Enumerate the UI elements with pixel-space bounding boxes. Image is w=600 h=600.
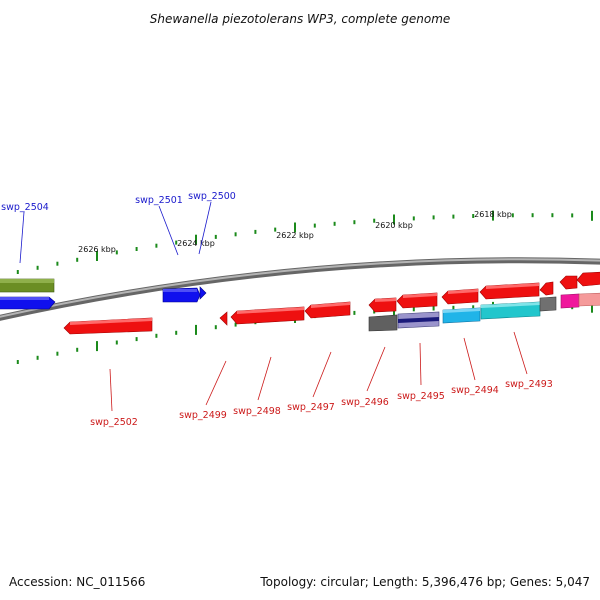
feature-swp-2492[interactable] — [559, 271, 600, 309]
leader-swp-2502 — [109, 368, 113, 412]
leader-swp-2504 — [19, 211, 25, 264]
leader-swp-2496 — [366, 346, 386, 392]
map-title: Shewanella piezotolerans WP3, complete g… — [150, 12, 451, 26]
gene-label-swp-2497[interactable]: swp_2497 — [287, 402, 335, 413]
gene-label-swp-2499[interactable]: swp_2499 — [179, 410, 227, 421]
gene-label-swp-2501[interactable]: swp_2501 — [135, 195, 183, 206]
gene-label-swp-2494[interactable]: swp_2494 — [451, 385, 499, 396]
kbp-label-2624: 2624 kbp — [177, 239, 215, 248]
leader-swp-2500 — [198, 201, 212, 255]
feature-swp-2504[interactable] — [0, 278, 55, 293]
feature-swp-2499[interactable] — [219, 311, 228, 326]
feature-swp-2498[interactable] — [230, 306, 305, 325]
outer-tick-track — [16, 210, 593, 274]
feature-swp-2493[interactable] — [479, 281, 557, 320]
gene-label-swp-2498[interactable]: swp_2498 — [233, 406, 281, 417]
gene-label-swp-2496[interactable]: swp_2496 — [341, 397, 389, 408]
feature-swp-2497[interactable] — [304, 301, 351, 319]
leader-swp-2501 — [158, 205, 179, 256]
leader-swp-2494 — [463, 337, 476, 381]
feature-swp-2495[interactable] — [396, 292, 440, 329]
leader-swp-2498 — [257, 356, 272, 401]
feature-swp-2496[interactable] — [368, 297, 398, 332]
gene-label-swp-2495[interactable]: swp_2495 — [397, 391, 445, 402]
gene-label-swp-2500[interactable]: swp_2500 — [188, 191, 236, 202]
feature-swp-2501[interactable] — [162, 287, 201, 303]
feature-swp-2503[interactable] — [0, 296, 56, 310]
kbp-label-2620: 2620 kbp — [375, 221, 413, 230]
feature-swp-2502[interactable] — [63, 317, 153, 335]
genome-backbone-highlight — [0, 258, 600, 318]
accession-text: Accession: NC_011566 — [9, 575, 146, 589]
gene-label-swp-2502[interactable]: swp_2502 — [90, 417, 138, 428]
feature-swp-2500[interactable] — [199, 286, 207, 300]
kbp-label-2618: 2618 kbp — [474, 210, 512, 219]
leader-swp-2497 — [312, 351, 332, 398]
kbp-label-2622: 2622 kbp — [276, 231, 314, 240]
leader-swp-2495 — [419, 342, 422, 386]
genome-stats-text: Topology: circular; Length: 5,396,476 bp… — [260, 575, 590, 589]
gene-label-swp-2504[interactable]: swp_2504 — [1, 202, 49, 213]
leader-swp-2493 — [513, 331, 528, 375]
gene-label-swp-2493[interactable]: swp_2493 — [505, 379, 553, 390]
feature-swp-2494[interactable] — [441, 288, 481, 324]
leader-swp-2499 — [205, 360, 227, 406]
kbp-label-2626: 2626 kbp — [78, 245, 116, 254]
